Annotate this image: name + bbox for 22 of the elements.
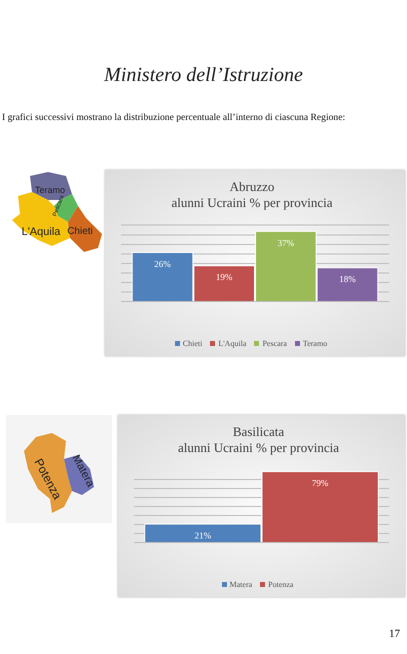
text: I grafici successivi mostrano la distribuzione percentuale all’interno di ciascuna Regione:: [2, 112, 346, 123]
text: 17: [388, 628, 400, 640]
legend-label: Matera: [228, 580, 252, 589]
legend-label: Teramo: [302, 339, 328, 348]
legend-label: Potenza: [267, 580, 294, 589]
chart-subtitle: alunni Ucraini % per provincia: [178, 440, 340, 455]
chart-title: Basilicata: [232, 424, 284, 440]
chart-subtitle: alunni Ucraini % per provincia: [172, 194, 333, 210]
text: Chieti: [66, 226, 94, 237]
data-label: 37%: [278, 238, 295, 248]
data-label: 19%: [216, 272, 233, 282]
chart-title: Abruzzo: [230, 179, 274, 194]
data-label: 18%: [339, 274, 356, 284]
text: Teramo: [34, 185, 66, 195]
legend-label: L'Aquila: [217, 339, 246, 348]
data-label: 79%: [312, 478, 329, 488]
text: Ministero dell’Istruzione: [103, 64, 304, 87]
data-label: 21%: [194, 530, 212, 540]
text: L'Aquila: [20, 226, 62, 238]
legend-label: Pescara: [261, 339, 287, 348]
data-label: 26%: [154, 258, 172, 269]
legend-label: Chieti: [182, 339, 202, 348]
